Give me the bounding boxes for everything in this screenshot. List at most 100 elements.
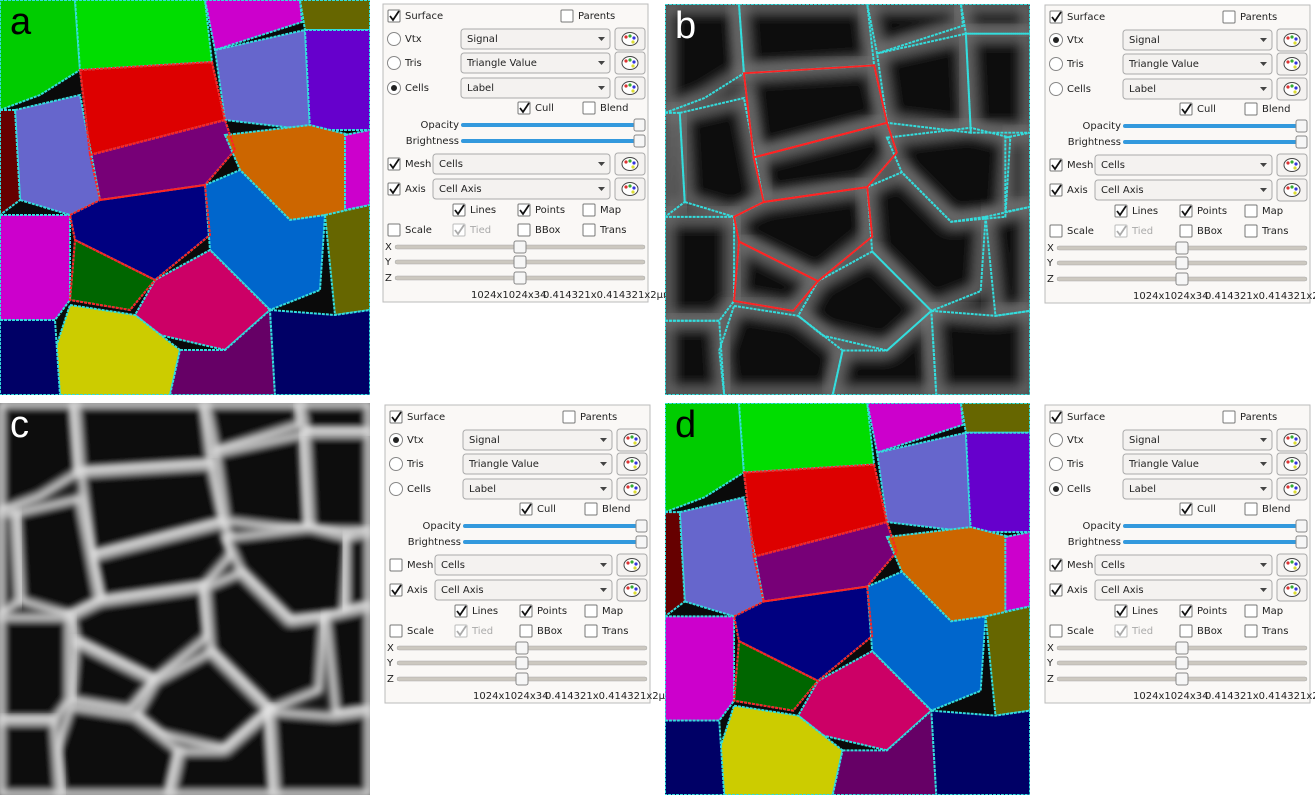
radio-button[interactable] bbox=[1049, 457, 1063, 471]
palette-dot bbox=[1290, 84, 1294, 88]
palette-dot bbox=[1293, 191, 1297, 195]
palette-dot bbox=[1290, 35, 1294, 39]
slider-handle[interactable] bbox=[1175, 672, 1189, 686]
slider-handle[interactable] bbox=[515, 672, 529, 686]
dropdown[interactable] bbox=[1094, 154, 1273, 176]
slider-handle[interactable] bbox=[1295, 535, 1308, 549]
radio-button[interactable] bbox=[387, 32, 401, 46]
axis-slider-label: X bbox=[385, 242, 392, 253]
slider-handle[interactable] bbox=[633, 118, 646, 132]
checkbox-label: Scale bbox=[407, 626, 434, 637]
checkbox[interactable] bbox=[582, 223, 596, 237]
dropdown[interactable] bbox=[1122, 429, 1273, 451]
checkbox[interactable] bbox=[1244, 204, 1258, 218]
dropdown[interactable] bbox=[460, 52, 611, 74]
cell bbox=[323, 203, 370, 317]
checkbox[interactable] bbox=[517, 223, 531, 237]
slider-handle[interactable] bbox=[635, 519, 648, 533]
radio-button[interactable] bbox=[387, 56, 401, 70]
checkbox-label: Scale bbox=[1067, 226, 1094, 237]
dropdown[interactable] bbox=[1122, 29, 1273, 51]
dropdown[interactable] bbox=[1122, 53, 1273, 75]
check-mark bbox=[1051, 184, 1062, 196]
slider-handle[interactable] bbox=[515, 656, 529, 670]
radio-button[interactable] bbox=[1049, 82, 1063, 96]
slider-handle[interactable] bbox=[1175, 656, 1189, 670]
checkbox[interactable] bbox=[389, 558, 403, 572]
checkbox[interactable] bbox=[582, 203, 596, 217]
checkbox[interactable] bbox=[584, 624, 598, 638]
checkbox[interactable] bbox=[584, 502, 598, 516]
dropdown[interactable] bbox=[1094, 179, 1273, 201]
radio-button[interactable] bbox=[1049, 57, 1063, 71]
palette-dot bbox=[624, 84, 628, 88]
checkbox[interactable] bbox=[1049, 624, 1063, 638]
palette-dot bbox=[1293, 591, 1297, 595]
radio-button[interactable] bbox=[389, 482, 403, 496]
checkbox[interactable] bbox=[1244, 224, 1258, 238]
slider-handle[interactable] bbox=[635, 535, 648, 549]
cell-membrane bbox=[0, 509, 24, 621]
slider-label: Opacity bbox=[1083, 121, 1122, 132]
dropdown[interactable] bbox=[1094, 579, 1273, 601]
dropdown[interactable] bbox=[432, 178, 611, 200]
slider-handle[interactable] bbox=[515, 641, 529, 655]
slider-handle[interactable] bbox=[633, 134, 646, 148]
dropdown-arrow bbox=[600, 588, 607, 592]
dropdown[interactable] bbox=[434, 554, 613, 576]
checkbox[interactable] bbox=[1244, 102, 1258, 116]
palette-dot bbox=[1294, 461, 1298, 465]
dropdown[interactable] bbox=[460, 28, 611, 50]
dropdown[interactable] bbox=[434, 579, 613, 601]
slider-handle[interactable] bbox=[513, 255, 527, 269]
checkbox[interactable] bbox=[1222, 410, 1236, 424]
panel-label: d bbox=[675, 404, 696, 446]
slider-handle[interactable] bbox=[1175, 241, 1189, 255]
checkbox[interactable] bbox=[1222, 10, 1236, 24]
dropdown[interactable] bbox=[1094, 554, 1273, 576]
palette-dot bbox=[1290, 484, 1294, 488]
slider-handle[interactable] bbox=[1295, 519, 1308, 533]
radio-button[interactable] bbox=[1049, 433, 1063, 447]
slider-handle[interactable] bbox=[513, 240, 527, 254]
dropdown[interactable] bbox=[1122, 478, 1273, 500]
dropdown-value: Cells bbox=[441, 560, 465, 571]
checkbox[interactable] bbox=[1244, 502, 1258, 516]
slider-handle[interactable] bbox=[1295, 135, 1308, 149]
checkbox[interactable] bbox=[584, 604, 598, 618]
dropdown-arrow bbox=[1260, 188, 1267, 192]
checkbox[interactable] bbox=[389, 624, 403, 638]
checkbox[interactable] bbox=[1049, 224, 1063, 238]
slider-handle[interactable] bbox=[513, 271, 527, 285]
slider-handle[interactable] bbox=[1295, 119, 1308, 133]
radio-button[interactable] bbox=[389, 457, 403, 471]
slider-handle[interactable] bbox=[1175, 641, 1189, 655]
dropdown[interactable] bbox=[432, 153, 611, 175]
checkbox[interactable] bbox=[387, 223, 401, 237]
checkbox[interactable] bbox=[582, 101, 596, 115]
checkbox-label: Lines bbox=[470, 205, 496, 216]
slider-handle[interactable] bbox=[1175, 272, 1189, 286]
palette-dot bbox=[1294, 437, 1298, 441]
palette-dot bbox=[630, 435, 634, 439]
checkbox[interactable] bbox=[1244, 604, 1258, 618]
checkbox-label: BBox bbox=[537, 626, 563, 637]
cell bbox=[73, 0, 214, 72]
cell-membrane bbox=[321, 603, 370, 719]
checkbox[interactable] bbox=[560, 9, 574, 23]
dropdown[interactable] bbox=[462, 453, 613, 475]
checkbox[interactable] bbox=[1179, 624, 1193, 638]
slider-handle[interactable] bbox=[1175, 256, 1189, 270]
checkbox[interactable] bbox=[1179, 224, 1193, 238]
dropdown[interactable] bbox=[462, 478, 613, 500]
dropdown[interactable] bbox=[460, 77, 611, 99]
dropdown-value: Label bbox=[1129, 84, 1156, 95]
dropdown[interactable] bbox=[1122, 78, 1273, 100]
checkbox[interactable] bbox=[562, 410, 576, 424]
checkbox[interactable] bbox=[519, 624, 533, 638]
cell-edge bbox=[930, 309, 1031, 395]
check-mark bbox=[1116, 625, 1127, 637]
dropdown[interactable] bbox=[1122, 453, 1273, 475]
dropdown[interactable] bbox=[462, 429, 613, 451]
checkbox[interactable] bbox=[1244, 624, 1258, 638]
